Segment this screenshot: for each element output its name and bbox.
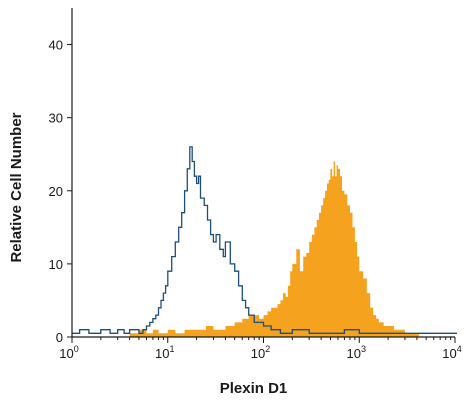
series-layer [72,146,457,337]
x-axis-ticks: 100 101 102 103 104 [59,337,462,361]
y-tick-label: 20 [49,184,63,199]
y-tick-label: 0 [56,330,63,345]
series-outline-histogram [72,146,457,334]
x-tick-label: 103 [347,344,366,361]
y-axis-ticks: 0 10 20 30 40 [49,38,72,345]
x-tick-label: 101 [155,344,174,361]
x-tick-label: 100 [59,344,78,361]
y-tick-label: 30 [49,111,63,126]
y-tick-label: 40 [49,38,63,53]
y-axis-title: Relative Cell Number [8,112,25,262]
x-axis-title: Plexin D1 [220,380,288,397]
y-tick-label: 10 [49,257,63,272]
series-filled-histogram [129,161,419,337]
x-tick-label: 104 [442,344,461,361]
x-tick-label: 102 [251,344,270,361]
